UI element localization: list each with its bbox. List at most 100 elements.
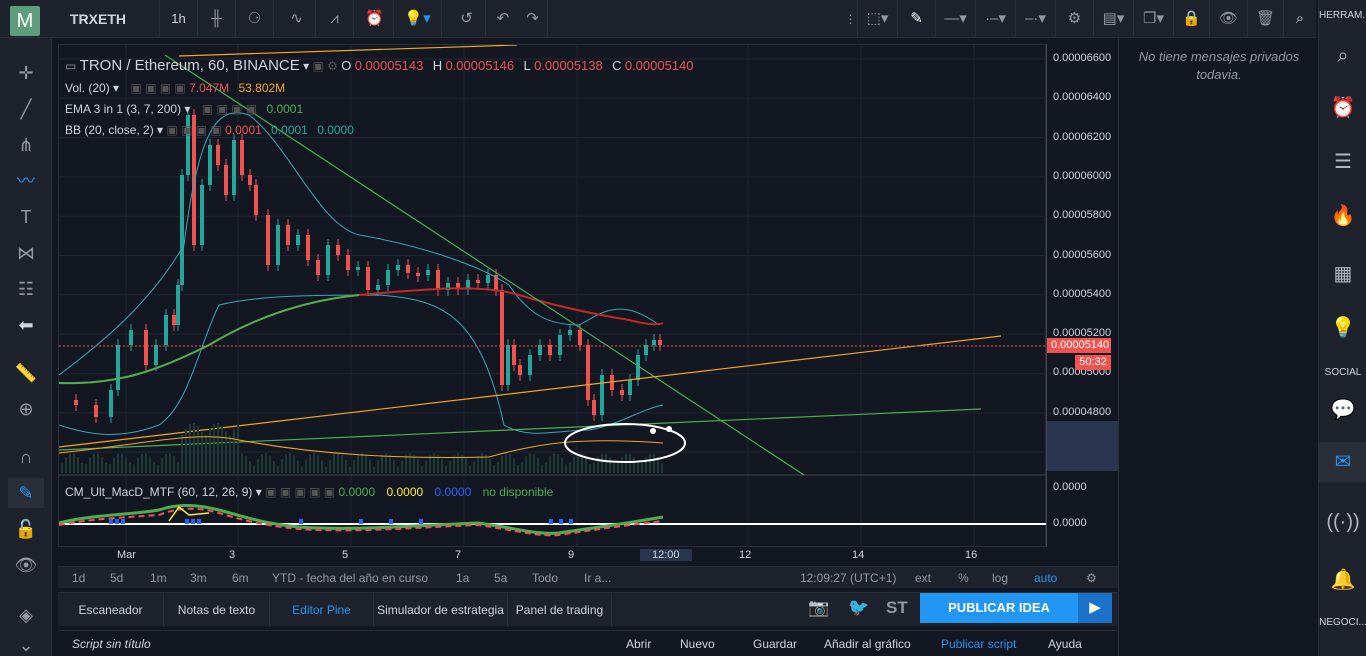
- legend-actions-icon[interactable]: ▣ ⚙: [312, 59, 342, 73]
- range-item[interactable]: 5a: [494, 571, 508, 585]
- prediction-icon[interactable]: ☷: [17, 279, 35, 299]
- bb-label[interactable]: BB (20, close, 2): [65, 123, 154, 137]
- screener-icon[interactable]: ⌕: [1337, 45, 1349, 67]
- streams-icon[interactable]: ((·)): [1326, 511, 1360, 533]
- publish-script-button[interactable]: Publicar script: [941, 637, 1017, 651]
- vol-legend[interactable]: Vol. (20) ▾ ▣ ▣ ▣ ▣ 7.047M 53.802M: [65, 81, 286, 95]
- object-tree-icon[interactable]: ◈: [19, 605, 33, 625]
- script-title[interactable]: Script sin título: [72, 637, 151, 651]
- range-item[interactable]: 1d: [72, 571, 86, 585]
- new-button[interactable]: Nuevo: [680, 637, 715, 651]
- camera-icon[interactable]: 📷: [808, 598, 830, 617]
- symbol-search[interactable]: TRXETH: [60, 0, 160, 38]
- add-to-chart-button[interactable]: Añadir al gráfico: [824, 637, 911, 651]
- unlock-icon[interactable]: 🔓: [14, 519, 38, 539]
- open-button[interactable]: Abrir: [626, 637, 652, 651]
- legend-collapse-icon[interactable]: ▭: [65, 59, 80, 73]
- chart-canvas[interactable]: [59, 45, 1047, 548]
- replay-icon[interactable]: ↺: [448, 0, 486, 38]
- clone-icon[interactable]: ❐▾: [1134, 0, 1174, 38]
- legend-caret-icon[interactable]: ▾: [303, 59, 313, 73]
- hotlists-icon[interactable]: 🔥: [1330, 205, 1356, 227]
- text-icon[interactable]: T: [20, 207, 32, 227]
- ema-legend[interactable]: EMA 3 in 1 (3, 7, 200) ▾ ▣ ▣ ▣ ▣ 0.0001: [65, 102, 304, 116]
- bb-legend[interactable]: BB (20, close, 2) ▾ ▣ ▣ ▣ ▣ 0.0001 0.000…: [65, 123, 354, 137]
- notifications-icon[interactable]: 🔔: [1330, 569, 1356, 591]
- candles-icon[interactable]: ╫: [198, 0, 236, 38]
- tab-pine-editor[interactable]: Editor Pine: [270, 593, 374, 627]
- chart-pane[interactable]: ▭ TRON / Ethereum, 60, BINANCE ▾ ▣ ⚙ O 0…: [58, 44, 1047, 548]
- indicator-icon[interactable]: ∿: [278, 0, 316, 38]
- magnet-icon[interactable]: ∩: [19, 447, 33, 467]
- collapse-icon[interactable]: ⌄: [18, 635, 34, 655]
- zoom-icon[interactable]: ⊕: [18, 399, 34, 419]
- crosshair-icon[interactable]: ✛: [18, 63, 34, 83]
- ideas-icon[interactable]: 💡: [1330, 317, 1356, 339]
- help-button[interactable]: Ayuda: [1048, 637, 1082, 651]
- range-item[interactable]: 1a: [456, 571, 470, 585]
- stay-drawing-icon[interactable]: ✎: [8, 478, 44, 508]
- tab-strategy-tester[interactable]: Simulador de estrategia: [374, 593, 508, 627]
- shapes-icon[interactable]: ⬚▾: [858, 0, 898, 38]
- visibility-icon[interactable]: 👁: [14, 555, 38, 575]
- back-arrow-icon[interactable]: ⬅: [18, 315, 34, 335]
- search-icon[interactable]: ⌕: [1295, 10, 1305, 27]
- ext-toggle[interactable]: ext: [915, 571, 932, 585]
- price-axis[interactable]: 0.00006600 0.00006400 0.00006200 0.00006000…: [1046, 44, 1119, 547]
- trash-icon[interactable]: 🗑: [1248, 0, 1284, 38]
- macd-label[interactable]: CM_Ult_MacD_MTF (60, 12, 26, 9): [65, 485, 253, 499]
- clock[interactable]: 12:09:27 (UTC+1): [800, 571, 897, 585]
- drag-handle-icon[interactable]: ⋮: [844, 0, 858, 38]
- alert-icon[interactable]: ⏰: [356, 0, 394, 38]
- app-logo[interactable]: M: [10, 6, 40, 36]
- undo-icon[interactable]: ↶: [496, 10, 510, 27]
- axis-settings-icon[interactable]: ⚙: [1086, 571, 1097, 585]
- lock-icon[interactable]: 🔒: [1174, 0, 1210, 38]
- pitchfork-icon[interactable]: ⋔: [18, 135, 34, 155]
- publish-idea-button[interactable]: PUBLICAR IDEA: [920, 593, 1078, 623]
- list-icon[interactable]: ☰: [1334, 151, 1352, 173]
- line-width-icon[interactable]: ·–▾: [976, 0, 1016, 38]
- layers-icon[interactable]: ▤▾: [1094, 0, 1134, 38]
- range-item[interactable]: Todo: [532, 571, 559, 585]
- alarm-icon[interactable]: ⏰: [1330, 97, 1356, 119]
- twitter-icon[interactable]: 🐦: [848, 598, 870, 617]
- log-toggle[interactable]: log: [992, 571, 1009, 585]
- range-item[interactable]: Ir a...: [584, 571, 612, 585]
- line-style-icon[interactable]: —▾: [936, 0, 976, 38]
- settings-icon[interactable]: ⚙: [1056, 0, 1094, 38]
- save-button[interactable]: Guardar: [753, 637, 798, 651]
- ruler-icon[interactable]: 📏: [14, 363, 38, 383]
- calendar-icon[interactable]: ▦: [1333, 263, 1353, 285]
- ideas-icon[interactable]: 💡▾: [394, 0, 442, 38]
- private-chat-icon[interactable]: ✉: [1319, 442, 1366, 482]
- range-item[interactable]: YTD - fecha del año en curso: [272, 571, 429, 585]
- pattern-icon[interactable]: ⋈: [17, 243, 35, 263]
- percent-toggle[interactable]: %: [958, 571, 969, 585]
- tab-trading-panel[interactable]: Panel de trading: [508, 593, 612, 627]
- range-item[interactable]: 3m: [190, 571, 207, 585]
- eye-icon[interactable]: 👁: [1210, 0, 1248, 38]
- compare-icon[interactable]: ⚆: [236, 0, 274, 38]
- range-item[interactable]: 6m: [232, 571, 249, 585]
- auto-toggle[interactable]: auto: [1034, 571, 1058, 585]
- ema-label[interactable]: EMA 3 in 1 (3, 7, 200): [65, 102, 182, 116]
- vol-label[interactable]: Vol. (20): [65, 81, 110, 95]
- play-icon[interactable]: ▶: [1078, 593, 1112, 623]
- range-item[interactable]: 5d: [110, 571, 124, 585]
- trend-line-icon[interactable]: ╱: [20, 99, 32, 119]
- stocktwits-button[interactable]: ST: [886, 598, 908, 617]
- brush-icon[interactable]: 〰: [17, 171, 35, 191]
- time-axis[interactable]: Mar 3 5 7 9 12:00 12 14 16: [58, 547, 1046, 565]
- legend-title[interactable]: TRON / Ethereum, 60, BINANCE: [79, 57, 300, 74]
- line-end-icon[interactable]: –·▾: [1016, 0, 1056, 38]
- tab-text-notes[interactable]: Notas de texto: [164, 593, 270, 627]
- interval-button[interactable]: 1h: [160, 0, 198, 38]
- macd-legend[interactable]: CM_Ult_MacD_MTF (60, 12, 26, 9) ▾ ▣ ▣ ▣ …: [65, 485, 554, 499]
- range-item[interactable]: 1m: [150, 571, 167, 585]
- pencil-icon[interactable]: ✎: [898, 0, 936, 38]
- chat-icon[interactable]: 💬: [1330, 399, 1356, 421]
- tab-scanner[interactable]: Escaneador: [58, 593, 164, 627]
- redo-icon[interactable]: ↷: [518, 0, 548, 38]
- templates-icon[interactable]: ⩘: [316, 0, 354, 38]
